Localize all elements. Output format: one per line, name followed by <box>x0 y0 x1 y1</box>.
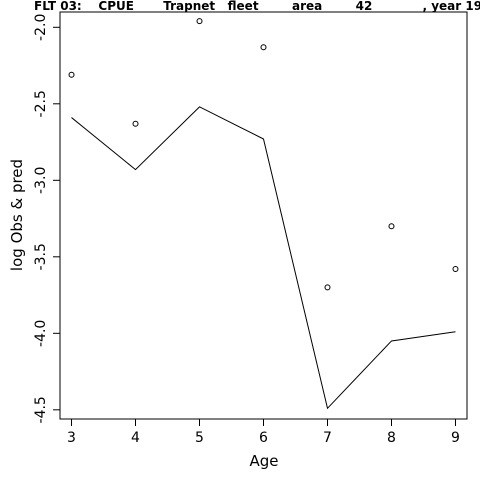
predicted-series <box>71 106 456 410</box>
observed-series <box>68 18 459 291</box>
observed-point <box>260 44 267 51</box>
y-axis: -2.0 -2.5 -3.0 -3.5 -4.0 -4.5 <box>33 14 60 423</box>
x-tick-label: 7 <box>323 430 332 446</box>
plot-frame <box>59 11 468 420</box>
x-axis-label: Age <box>249 452 278 470</box>
observed-point <box>452 266 459 273</box>
x-tick-label: 5 <box>195 430 204 446</box>
y-tick-label: -4.0 <box>33 320 49 347</box>
x-axis: 3 4 5 6 7 8 9 <box>67 419 460 446</box>
y-tick-label: -2.0 <box>33 14 49 41</box>
x-tick-label: 4 <box>131 430 140 446</box>
x-tick-label: 9 <box>451 430 460 446</box>
observed-point <box>68 71 75 78</box>
predicted-line <box>71 106 456 410</box>
x-tick-label: 8 <box>387 430 396 446</box>
y-tick-label: -3.5 <box>33 243 49 270</box>
y-axis-label: log Obs & pred <box>8 159 26 271</box>
observed-point <box>196 18 203 25</box>
observed-point <box>132 120 139 127</box>
y-tick-label: -2.5 <box>33 90 49 117</box>
observed-point <box>324 284 331 291</box>
x-tick-label: 3 <box>67 430 76 446</box>
y-tick-label: -3.0 <box>33 167 49 194</box>
observed-point <box>388 223 395 230</box>
y-tick-label: -4.5 <box>33 396 49 423</box>
x-tick-label: 6 <box>259 430 268 446</box>
chart-title: FLT 03: CPUE Trapnet fleet area 42 , yea… <box>34 0 480 13</box>
